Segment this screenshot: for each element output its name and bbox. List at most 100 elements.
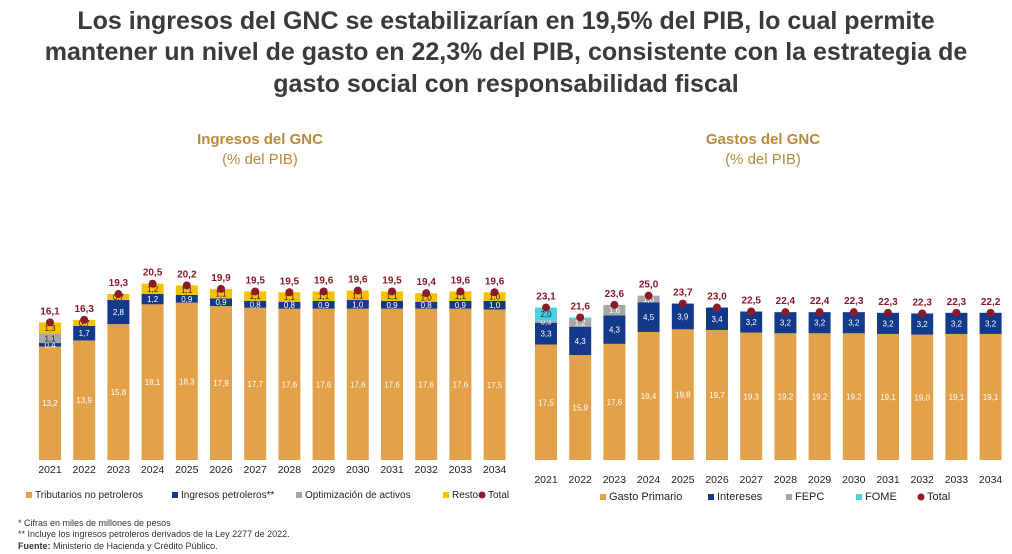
ingresos-bar-2033-series-0 bbox=[449, 308, 472, 460]
ingresos-total-label-2026: 19,9 bbox=[211, 273, 231, 284]
ingresos-bar-label-2033-series-1: 0,9 bbox=[455, 301, 467, 310]
ingresos-bar-label-2030-series-3: 1,1 bbox=[352, 291, 364, 300]
gastos-bar-label-2028-series-1: 3,2 bbox=[780, 319, 792, 328]
ingresos-total-dot-2021 bbox=[46, 318, 54, 327]
ingresos-bar-label-2029-series-1: 0,9 bbox=[318, 301, 330, 310]
gastos-bar-label-2022-series-0: 15,9 bbox=[572, 404, 588, 413]
ingresos-legend-swatch-0 bbox=[26, 492, 32, 498]
gastos-bar-2025-series-1 bbox=[671, 303, 694, 330]
gastos-year-label-2021: 2021 bbox=[534, 474, 558, 486]
ingresos-legend-swatch-1 bbox=[172, 492, 178, 498]
ingresos-total-label-2028: 19,5 bbox=[280, 276, 300, 287]
ingresos-legend-swatch-4 bbox=[478, 491, 486, 499]
gastos-total-dot-2027 bbox=[747, 307, 756, 316]
gastos-bar-2026-series-0 bbox=[706, 329, 728, 460]
ingresos-bar-label-2030-series-0: 17,6 bbox=[350, 380, 366, 389]
ingresos-bar-2032-series-1 bbox=[415, 301, 438, 309]
ingresos-total-label-2033: 19,6 bbox=[451, 275, 471, 286]
ingresos-bar-2021-series-1 bbox=[39, 343, 61, 347]
ingresos-total-dot-2022 bbox=[80, 315, 89, 324]
gastos-bar-2028-series-1 bbox=[774, 312, 797, 334]
ingresos-bar-label-2029-series-0: 17,6 bbox=[316, 380, 332, 389]
gastos-bar-label-2033-series-0: 19,1 bbox=[949, 393, 965, 402]
source-label: Fuente: bbox=[18, 540, 51, 551]
gastos-bar-2026-series-1 bbox=[706, 307, 728, 330]
gastos-bar-label-2033-series-1: 3,2 bbox=[951, 319, 963, 328]
ingresos-bar-2027-series-0 bbox=[244, 307, 267, 460]
gastos-year-label-2028: 2028 bbox=[774, 474, 798, 486]
ingresos-bar-label-2031-series-3: 1,1 bbox=[386, 292, 398, 301]
gastos-bar-2024-series-0 bbox=[637, 331, 660, 460]
gastos-bar-label-2022-series-2: 1,2 bbox=[575, 319, 587, 328]
ingresos-legend-label-3: Resto bbox=[452, 490, 479, 501]
ingresos-bar-2023-series-1 bbox=[107, 300, 130, 325]
gastos-bar-label-2031-series-0: 19,1 bbox=[880, 393, 896, 402]
ingresos-bar-2029-series-0 bbox=[312, 308, 335, 460]
source-text: Ministerio de Hacienda y Crédito Público… bbox=[50, 540, 218, 551]
ingresos-bar-2027-series-1 bbox=[244, 300, 267, 308]
ingresos-bar-2034-series-1 bbox=[483, 300, 506, 310]
ingresos-bar-label-2030-series-1: 1,0 bbox=[352, 300, 364, 309]
gastos-total-label-2026: 23,0 bbox=[707, 292, 727, 303]
gastos-bar-2030-series-0 bbox=[842, 333, 865, 460]
gastos-total-dot-2022 bbox=[576, 313, 585, 322]
gastos-bar-label-2024-series-0: 19,4 bbox=[641, 392, 657, 401]
gastos-total-label-2034: 22,2 bbox=[981, 297, 1001, 308]
ingresos-bar-label-2027-series-0: 17,7 bbox=[247, 380, 263, 389]
ingresos-bar-2031-series-3 bbox=[381, 291, 403, 301]
gastos-year-label-2030: 2030 bbox=[842, 474, 866, 486]
gastos-bar-label-2027-series-0: 19,3 bbox=[743, 392, 759, 401]
ingresos-bar-2021-series-2 bbox=[39, 333, 61, 344]
ingresos-year-label-2031: 2031 bbox=[380, 464, 404, 476]
gastos-legend-swatch-3 bbox=[856, 494, 862, 500]
gastos-bar-label-2030-series-0: 19,2 bbox=[846, 393, 862, 402]
gastos-bar-label-2025-series-1: 3,9 bbox=[677, 312, 689, 321]
ingresos-bar-label-2025-series-3: 1,1 bbox=[181, 286, 193, 295]
gastos-year-label-2033: 2033 bbox=[945, 474, 969, 486]
gastos-total-label-2030: 22,3 bbox=[844, 296, 864, 307]
ingresos-year-label-2029: 2029 bbox=[312, 464, 336, 476]
gastos-bar-label-2032-series-1: 3,2 bbox=[917, 320, 929, 329]
gastos-bar-2029-series-0 bbox=[808, 333, 831, 460]
ingresos-bar-2022-series-1 bbox=[73, 325, 96, 341]
gastos-total-label-2032: 22,3 bbox=[912, 297, 932, 308]
page-title: Los ingresos del GNC se estabilizarían e… bbox=[20, 6, 992, 100]
gastos-bar-label-2025-series-0: 19,8 bbox=[675, 391, 691, 400]
ingresos-total-dot-2025 bbox=[182, 281, 191, 290]
ingresos-legend-swatch-3 bbox=[443, 492, 449, 498]
ingresos-bar-label-2033-series-0: 17,6 bbox=[453, 380, 469, 389]
gastos-total-dot-2031 bbox=[884, 308, 892, 317]
gastos-bar-label-2029-series-0: 19,2 bbox=[812, 393, 828, 402]
ingresos-bar-2024-series-1 bbox=[141, 294, 164, 305]
ingresos-bar-2026-series-0 bbox=[210, 306, 232, 460]
title-line-3: gasto social con responsabilidad fiscal bbox=[273, 69, 739, 98]
gastos-bar-2022-series-2 bbox=[569, 318, 592, 327]
ingresos-bar-2034-series-0 bbox=[483, 309, 506, 460]
gastos-legend-swatch-4 bbox=[917, 493, 925, 501]
gastos-legend-label-1: Intereses bbox=[717, 491, 763, 503]
gastos-bar-2023-series-1 bbox=[603, 315, 626, 344]
ingresos-year-label-2028: 2028 bbox=[278, 464, 302, 476]
gastos-year-label-2032: 2032 bbox=[911, 474, 935, 486]
ingresos-total-dot-2034 bbox=[490, 288, 499, 297]
ingresos-year-label-2032: 2032 bbox=[415, 464, 439, 476]
gastos-year-label-2026: 2026 bbox=[705, 474, 729, 486]
gastos-chart-title: Gastos del GNC bbox=[705, 131, 821, 148]
gastos-bar-label-2024-series-1: 4,5 bbox=[643, 313, 655, 322]
gastos-bar-2024-series-1 bbox=[637, 302, 660, 332]
ingresos-bar-2022-series-0 bbox=[73, 340, 96, 460]
ingresos-bar-label-2034-series-0: 17,5 bbox=[487, 381, 503, 390]
ingresos-bar-2031-series-0 bbox=[381, 308, 403, 460]
gastos-total-dot-2029 bbox=[815, 308, 824, 317]
gastos-total-dot-2030 bbox=[849, 308, 858, 317]
gastos-total-dot-2032 bbox=[918, 309, 927, 318]
gastos-bar-label-2023-series-1: 4,3 bbox=[609, 326, 621, 335]
gastos-total-label-2028: 22,4 bbox=[776, 296, 796, 307]
gastos-total-dot-2034 bbox=[986, 308, 995, 317]
ingresos-bar-label-2034-series-1: 1,0 bbox=[489, 301, 501, 310]
gastos-bar-2021-series-1 bbox=[535, 322, 557, 345]
ingresos-year-label-2030: 2030 bbox=[346, 464, 370, 476]
ingresos-bar-2028-series-0 bbox=[278, 308, 301, 460]
ingresos-total-dot-2030 bbox=[353, 286, 362, 295]
gastos-bar-2034-series-0 bbox=[979, 333, 1002, 460]
